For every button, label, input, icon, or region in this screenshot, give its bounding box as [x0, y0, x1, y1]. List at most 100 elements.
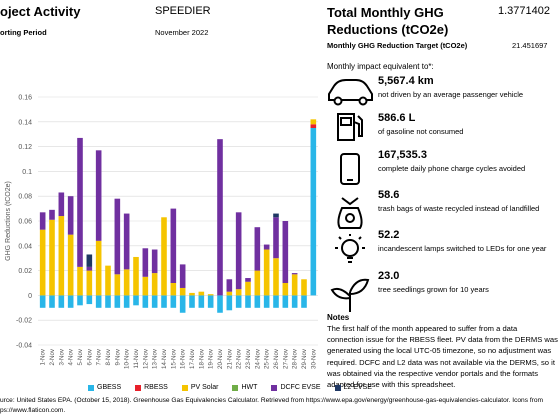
bar-segment [161, 295, 167, 308]
legend-label: DCFC EVSE [280, 384, 321, 391]
bar-segment [161, 217, 167, 296]
y-tick-label: 0.04 [18, 243, 32, 250]
legend-label: RBESS [144, 384, 168, 391]
legend-label: L2 EVSE [343, 384, 372, 391]
bar-segment [142, 295, 149, 308]
bar-segment [301, 295, 307, 308]
impact-value: 52.2 [378, 229, 400, 241]
impact-text: trash bags of waste recycled instead of … [378, 204, 540, 213]
bar-segment [226, 295, 233, 311]
trash-bag-icon [337, 197, 363, 229]
bar-segment [179, 264, 186, 288]
bar-segment [263, 295, 270, 308]
legend-label: HWT [241, 384, 258, 391]
bar-segment [105, 295, 111, 308]
bar-segment [235, 212, 242, 290]
source-line: urce: United States EPA. (October 15, 20… [0, 397, 544, 404]
impact-value: 167,535.3 [378, 149, 427, 161]
bar-segment [282, 221, 289, 283]
bar-segment [245, 278, 251, 282]
impact-heading: Monthly impact equivalent to*: [327, 62, 434, 71]
header-title: oject Activity [0, 4, 81, 19]
bar-segment [245, 295, 251, 308]
bar-segment [151, 295, 158, 308]
bar-segment [114, 198, 121, 275]
bar-segment [217, 139, 223, 296]
bar-segment [254, 227, 261, 271]
bar-segment [86, 266, 93, 271]
x-tick-label: 2-Nov [49, 348, 56, 365]
y-tick-label: -0.02 [16, 318, 32, 325]
bar-segment [86, 254, 93, 267]
legend-swatch [181, 384, 188, 391]
bar-segment [282, 295, 289, 308]
bar-segment [301, 279, 307, 296]
x-tick-label: 27-Nov [282, 348, 289, 369]
legend-swatch [88, 384, 94, 391]
bar-segment [254, 295, 261, 308]
legend-item: RBESS [135, 384, 168, 391]
x-tick-label: 11-Nov [133, 348, 140, 368]
bar-segment [133, 295, 139, 306]
legend-item: GBESS [88, 384, 121, 391]
x-tick-label: 19-Nov [208, 348, 215, 369]
y-tick-label: -0.04 [16, 343, 32, 350]
target-label: Monthly GHG Reduction Target (tCO2e) [327, 41, 468, 50]
x-tick-label: 4-Nov [68, 348, 75, 365]
bar-segment [49, 295, 55, 308]
notes-heading: Notes [327, 313, 350, 322]
bar-segment [170, 283, 177, 296]
impact-text: not driven by an average passenger vehic… [378, 90, 524, 99]
legend-item: PV Solar [181, 384, 218, 391]
x-tick-label: 24-Nov [254, 348, 261, 369]
y-tick-label: 0.02 [18, 268, 32, 275]
x-tick-label: 9-Nov [114, 348, 121, 365]
x-tick-label: 29-Nov [301, 348, 308, 369]
x-tick-label: 12-Nov [142, 348, 149, 369]
bar-segment [207, 294, 214, 296]
impact-text: incandescent lamps switched to LEDs for … [378, 244, 547, 253]
bar-segment [49, 219, 55, 296]
impact-item: 5,567.4 km not driven by an average passe… [378, 75, 523, 99]
legend-item: DCFC EVSE [271, 384, 321, 391]
impact-text: tree seedlings grown for 10 years [378, 285, 489, 294]
bar-segment [77, 266, 83, 296]
x-tick-label: 18-Nov [198, 348, 205, 369]
legend-item: HWT [232, 384, 257, 391]
seedling-icon [330, 278, 370, 312]
car-icon [328, 79, 373, 106]
notes-line: adapted for use with this spreadsheet. [327, 380, 456, 390]
x-tick-label: 6-Nov [86, 348, 93, 365]
lamp-icon [335, 234, 365, 263]
period: November 2022 [155, 28, 209, 37]
legend-swatch [135, 384, 142, 391]
bar-segment [179, 287, 186, 296]
bar-segment [151, 273, 158, 296]
y-tick-label: 0.06 [18, 219, 32, 226]
legend-swatch [334, 384, 341, 391]
y-tick-label: 0.16 [18, 95, 32, 102]
legend-item: L2 EVSE [334, 384, 372, 391]
x-tick-label: 1-Nov [40, 348, 47, 365]
bar-segment [133, 256, 139, 296]
bar-segment [291, 274, 298, 296]
impact-item: 586.6 L of gasoline not consumed [378, 112, 463, 136]
bar-segment [198, 291, 205, 296]
bar-segment [86, 270, 93, 296]
bar-segment [263, 249, 270, 296]
impact-value: 5,567.4 km [378, 75, 434, 87]
bar-segment [273, 217, 279, 259]
impact-item: 52.2 incandescent lamps switched to LEDs … [378, 229, 546, 253]
notes-line: was obtained via the respective vendor p… [327, 368, 539, 378]
bar-segment [95, 295, 102, 308]
bar-segment [142, 276, 149, 296]
x-tick-label: 21-Nov [226, 348, 233, 369]
x-tick-label: 16-Nov [180, 348, 187, 369]
bar-segment [49, 209, 55, 220]
x-tick-label: 23-Nov [245, 348, 252, 369]
x-tick-label: 22-Nov [236, 348, 243, 369]
bar-segment [95, 150, 102, 241]
bar-segment [310, 124, 317, 128]
bar-segment [39, 295, 46, 308]
period-label: orting Period [0, 28, 47, 37]
